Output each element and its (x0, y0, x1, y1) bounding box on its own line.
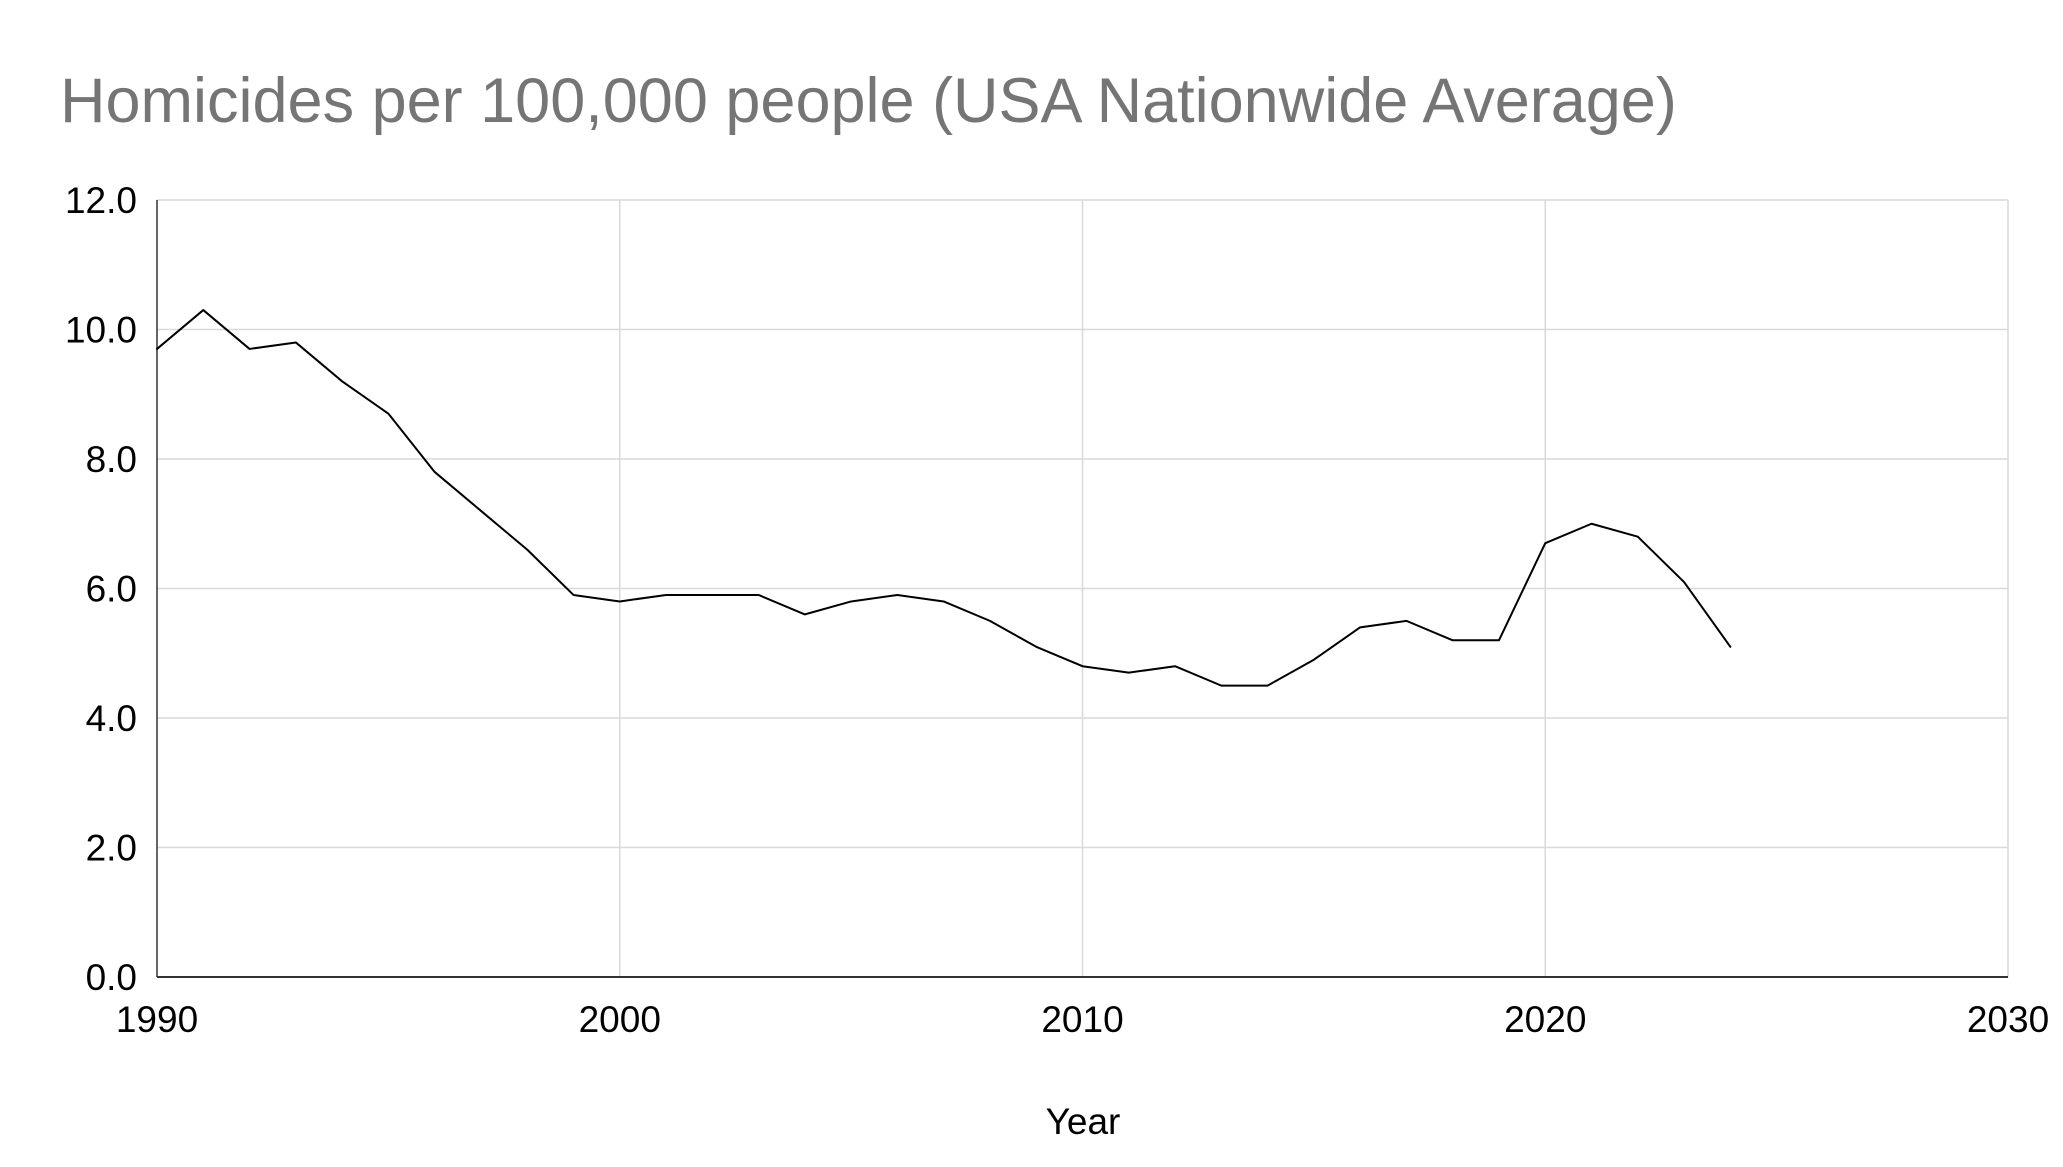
x-tick-label: 1990 (116, 999, 198, 1040)
x-tick-label: 2030 (1967, 999, 2049, 1040)
y-tick-label: 12.0 (65, 180, 137, 221)
x-axis-title: Year (1046, 1101, 1121, 1142)
x-tick-label: 2020 (1504, 999, 1586, 1040)
y-tick-label: 0.0 (86, 957, 137, 998)
series-line-0 (156, 309, 1732, 687)
y-tick-label: 2.0 (86, 828, 137, 869)
chart-title: Homicides per 100,000 people (USA Nation… (60, 66, 1677, 136)
x-tick-label: 2000 (579, 999, 661, 1040)
y-tick-label: 6.0 (86, 569, 137, 610)
y-tick-label: 4.0 (86, 698, 137, 739)
x-tick-label: 2010 (1041, 999, 1123, 1040)
data-points (154, 307, 1733, 689)
y-tick-label: 10.0 (65, 310, 137, 351)
series-layer (156, 309, 1732, 687)
axes (156, 200, 2008, 978)
grid (157, 199, 2009, 977)
tick-labels: 0.0 2.0 4.0 6.0 8.0 10.0 12.0 1990 2000 2010 2020 2… (65, 180, 2049, 1040)
y-tick-label: 8.0 (86, 439, 137, 480)
